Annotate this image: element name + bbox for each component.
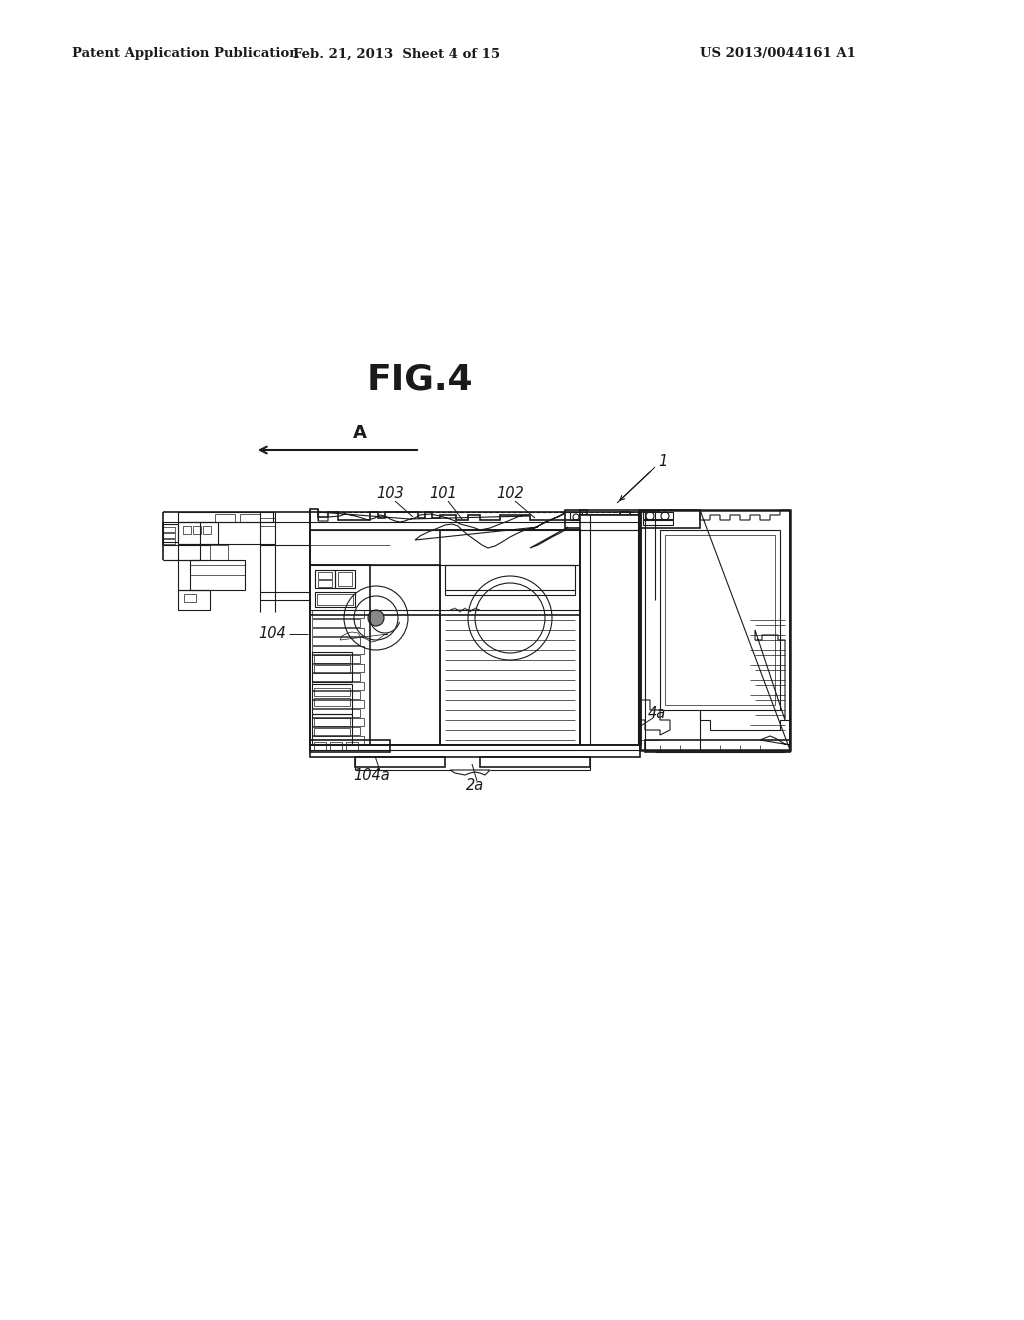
Bar: [163, 527, 175, 532]
Bar: [570, 512, 582, 520]
Bar: [312, 619, 360, 627]
Bar: [312, 664, 364, 672]
Bar: [312, 690, 360, 700]
Bar: [240, 513, 260, 521]
Bar: [580, 515, 640, 744]
Text: Patent Application Publication: Patent Application Publication: [72, 48, 299, 61]
Bar: [643, 512, 673, 519]
Bar: [314, 698, 350, 706]
Text: FIG.4: FIG.4: [367, 363, 473, 397]
Bar: [312, 682, 364, 690]
Bar: [317, 594, 353, 605]
Bar: [312, 645, 364, 653]
Bar: [312, 673, 360, 681]
Text: 104a: 104a: [353, 768, 390, 784]
Text: 102: 102: [496, 486, 524, 500]
Bar: [178, 590, 210, 610]
Bar: [338, 572, 352, 586]
Bar: [660, 531, 780, 710]
Bar: [640, 510, 790, 750]
Bar: [312, 638, 360, 645]
Bar: [346, 742, 358, 750]
Text: Feb. 21, 2013  Sheet 4 of 15: Feb. 21, 2013 Sheet 4 of 15: [294, 48, 501, 61]
Bar: [314, 729, 350, 737]
Bar: [190, 560, 245, 590]
Bar: [665, 535, 775, 705]
Bar: [210, 545, 228, 560]
Bar: [315, 570, 335, 587]
Bar: [310, 741, 390, 752]
Bar: [480, 756, 590, 767]
Bar: [312, 652, 352, 682]
Bar: [330, 742, 342, 750]
Bar: [312, 709, 360, 717]
Bar: [184, 594, 196, 602]
Text: 4a: 4a: [648, 706, 667, 722]
Bar: [310, 565, 370, 744]
Bar: [440, 531, 580, 744]
Bar: [312, 727, 360, 735]
Bar: [355, 756, 445, 767]
Bar: [315, 591, 355, 607]
Bar: [335, 570, 355, 587]
Bar: [312, 737, 364, 744]
Bar: [314, 718, 350, 726]
Bar: [183, 525, 191, 535]
Bar: [312, 655, 360, 663]
Bar: [645, 741, 790, 752]
Text: 1: 1: [658, 454, 668, 470]
Bar: [580, 510, 640, 515]
Bar: [314, 742, 326, 750]
Text: 101: 101: [429, 486, 457, 500]
Bar: [312, 718, 364, 726]
Bar: [312, 700, 364, 708]
Bar: [565, 510, 587, 528]
Bar: [310, 744, 640, 756]
Text: 104: 104: [258, 627, 286, 642]
Bar: [310, 565, 440, 744]
Bar: [318, 572, 332, 579]
Text: US 2013/0044161 A1: US 2013/0044161 A1: [700, 48, 856, 61]
Bar: [260, 517, 275, 525]
Bar: [215, 513, 234, 521]
Bar: [163, 539, 175, 544]
Bar: [163, 533, 175, 539]
Circle shape: [368, 610, 384, 626]
Bar: [178, 512, 273, 521]
Bar: [178, 521, 218, 544]
Text: A: A: [353, 424, 367, 442]
Bar: [314, 655, 350, 663]
Text: 103: 103: [376, 486, 403, 500]
Bar: [203, 525, 211, 535]
Bar: [310, 531, 580, 744]
Bar: [312, 684, 352, 714]
Bar: [643, 520, 673, 525]
Bar: [193, 525, 201, 535]
Bar: [318, 579, 332, 587]
Bar: [314, 665, 350, 673]
Bar: [640, 510, 700, 528]
Bar: [312, 628, 364, 636]
Bar: [314, 688, 350, 696]
Text: 2a: 2a: [466, 779, 484, 793]
Bar: [312, 714, 352, 744]
Bar: [312, 610, 364, 618]
Bar: [445, 565, 575, 595]
Bar: [163, 524, 178, 543]
